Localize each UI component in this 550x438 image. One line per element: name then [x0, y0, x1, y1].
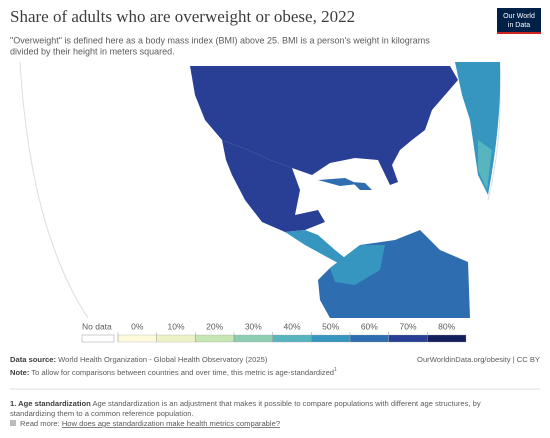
country[interactable]: [478, 140, 492, 190]
legend-label: No data: [82, 321, 112, 331]
legend-bin: [427, 334, 467, 343]
country[interactable]: [190, 66, 458, 185]
legend-bin: [311, 334, 351, 343]
title: Share of adults who are overweight or ob…: [10, 7, 355, 26]
read-more-icon: [10, 420, 16, 426]
source-text: World Health Organization - Global Healt…: [58, 355, 268, 364]
country[interactable]: [285, 230, 345, 264]
logo-text: in Data: [508, 22, 530, 29]
read-more-link[interactable]: How does age standardization make health…: [62, 419, 280, 428]
country[interactable]: [318, 178, 372, 190]
footnote: 1. Age standardization Age standardizati…: [10, 399, 481, 408]
legend: No data 0% 10% 20% 30% 40% 50% 60% 70% 80%: [81, 321, 467, 343]
legend-bin: [156, 334, 196, 343]
logo[interactable]: Our World in Data: [497, 8, 541, 34]
legend-tick-label: 50%: [322, 321, 339, 331]
legend-bin: [272, 334, 312, 343]
legend-tick-label: 40%: [283, 321, 300, 331]
read-more-label: Read more:: [20, 419, 60, 428]
legend-swatch: [81, 334, 115, 343]
note-ref: 1: [334, 367, 337, 373]
legend-tick-label: 30%: [245, 321, 262, 331]
logo-stripe: [497, 32, 541, 34]
legend-tick-label: 60%: [361, 321, 378, 331]
footnote-text: Age standardization is an adjustment tha…: [92, 399, 480, 408]
logo-text: Our World: [503, 13, 535, 20]
legend-tick-label: 80%: [438, 321, 455, 331]
legend-bin: [195, 334, 235, 343]
legend-tick-label: 70%: [399, 321, 416, 331]
footnote-label: 1. Age standardization: [10, 399, 91, 408]
legend-bin: [117, 334, 157, 343]
legend-bin: [388, 334, 428, 343]
note-label: Note:: [10, 368, 29, 377]
read-more: Read more: How does age standardization …: [20, 419, 280, 428]
footnote: standardizing them to a common reference…: [10, 409, 194, 418]
legend-tick-label: 0%: [131, 321, 144, 331]
map: [19, 61, 501, 319]
note: Note: To allow for comparisons between c…: [10, 367, 337, 377]
subtitle: divided by their height in meters square…: [10, 46, 175, 56]
legend-bin: [349, 334, 389, 343]
source-label: Data source:: [10, 355, 56, 364]
legend-bin: [233, 334, 273, 343]
globe-edge: [19, 61, 89, 319]
legend-tick-label: 10%: [167, 321, 184, 331]
note-text: To allow for comparisons between countri…: [31, 368, 334, 377]
subtitle: "Overweight" is defined here as a body m…: [10, 35, 430, 45]
url[interactable]: OurWorldinData.org/obesity | CC BY: [417, 355, 540, 364]
source: Data source: World Health Organization -…: [10, 355, 268, 364]
country[interactable]: [222, 140, 325, 232]
logo-box: [497, 8, 541, 34]
country[interactable]: [330, 245, 385, 285]
legend-tick-label: 20%: [206, 321, 223, 331]
